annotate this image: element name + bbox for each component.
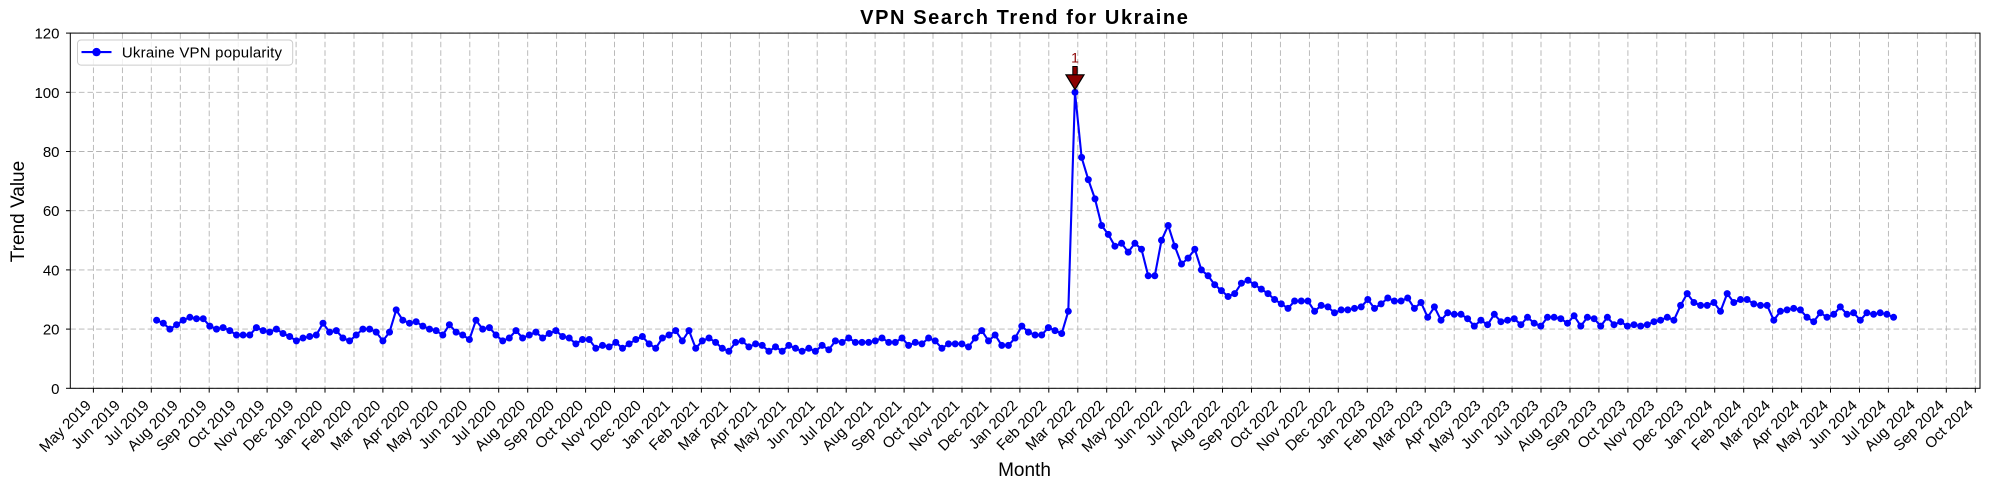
svg-text:120: 120 (34, 26, 59, 43)
svg-text:Ukraine VPN popularity: Ukraine VPN popularity (122, 44, 283, 61)
svg-text:0: 0 (51, 381, 59, 398)
svg-text:100: 100 (34, 85, 59, 102)
svg-text:60: 60 (43, 203, 60, 220)
svg-text:Trend Value: Trend Value (8, 161, 29, 262)
svg-text:Month: Month (998, 460, 1051, 481)
svg-text:80: 80 (43, 144, 60, 161)
svg-text:VPN Search Trend for Ukraine: VPN Search Trend for Ukraine (860, 7, 1189, 29)
svg-text:40: 40 (43, 262, 60, 279)
svg-text:20: 20 (43, 322, 60, 339)
svg-text:1: 1 (1071, 50, 1079, 66)
